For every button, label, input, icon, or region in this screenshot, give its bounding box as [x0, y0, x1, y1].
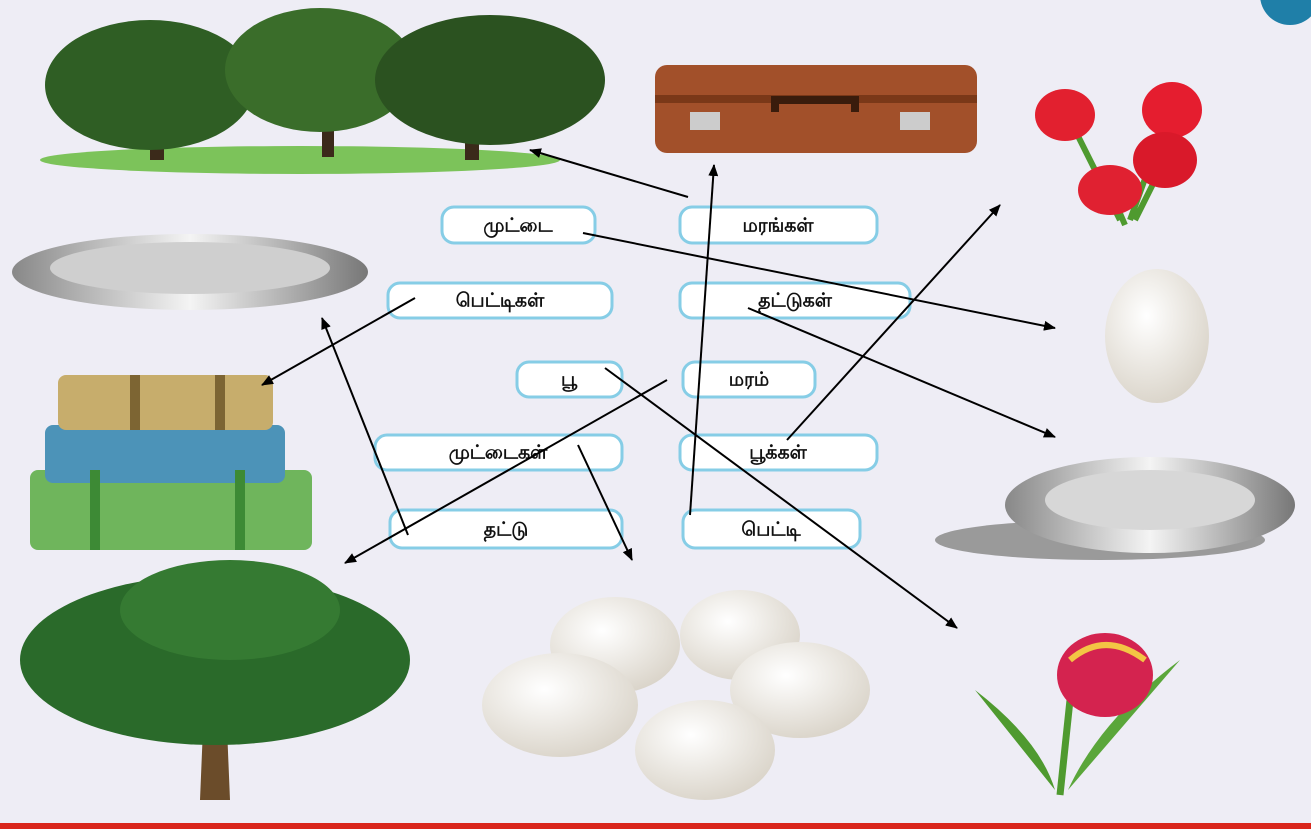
word: மரம்	[729, 369, 769, 391]
plate-image	[12, 234, 368, 310]
word: பூக்கள்	[749, 442, 807, 466]
word: முட்டை	[483, 215, 553, 239]
suitcases-image	[30, 375, 312, 550]
word: தட்டு	[484, 519, 528, 543]
word: முட்டைகள்	[449, 442, 548, 466]
word: தட்டுகள்	[758, 290, 833, 314]
word: பெட்டிகள்	[456, 290, 545, 312]
suitcase-image	[655, 65, 977, 153]
word: பூ	[561, 369, 578, 393]
word: பெட்டி	[741, 519, 801, 541]
egg-image	[1105, 269, 1209, 403]
word: மரங்கள்	[742, 215, 814, 237]
worksheet: முட்டை மரங்கள் பெட்டிகள் தட்டுகள் பூ மரம…	[0, 0, 1311, 829]
footer-line	[0, 823, 1311, 829]
